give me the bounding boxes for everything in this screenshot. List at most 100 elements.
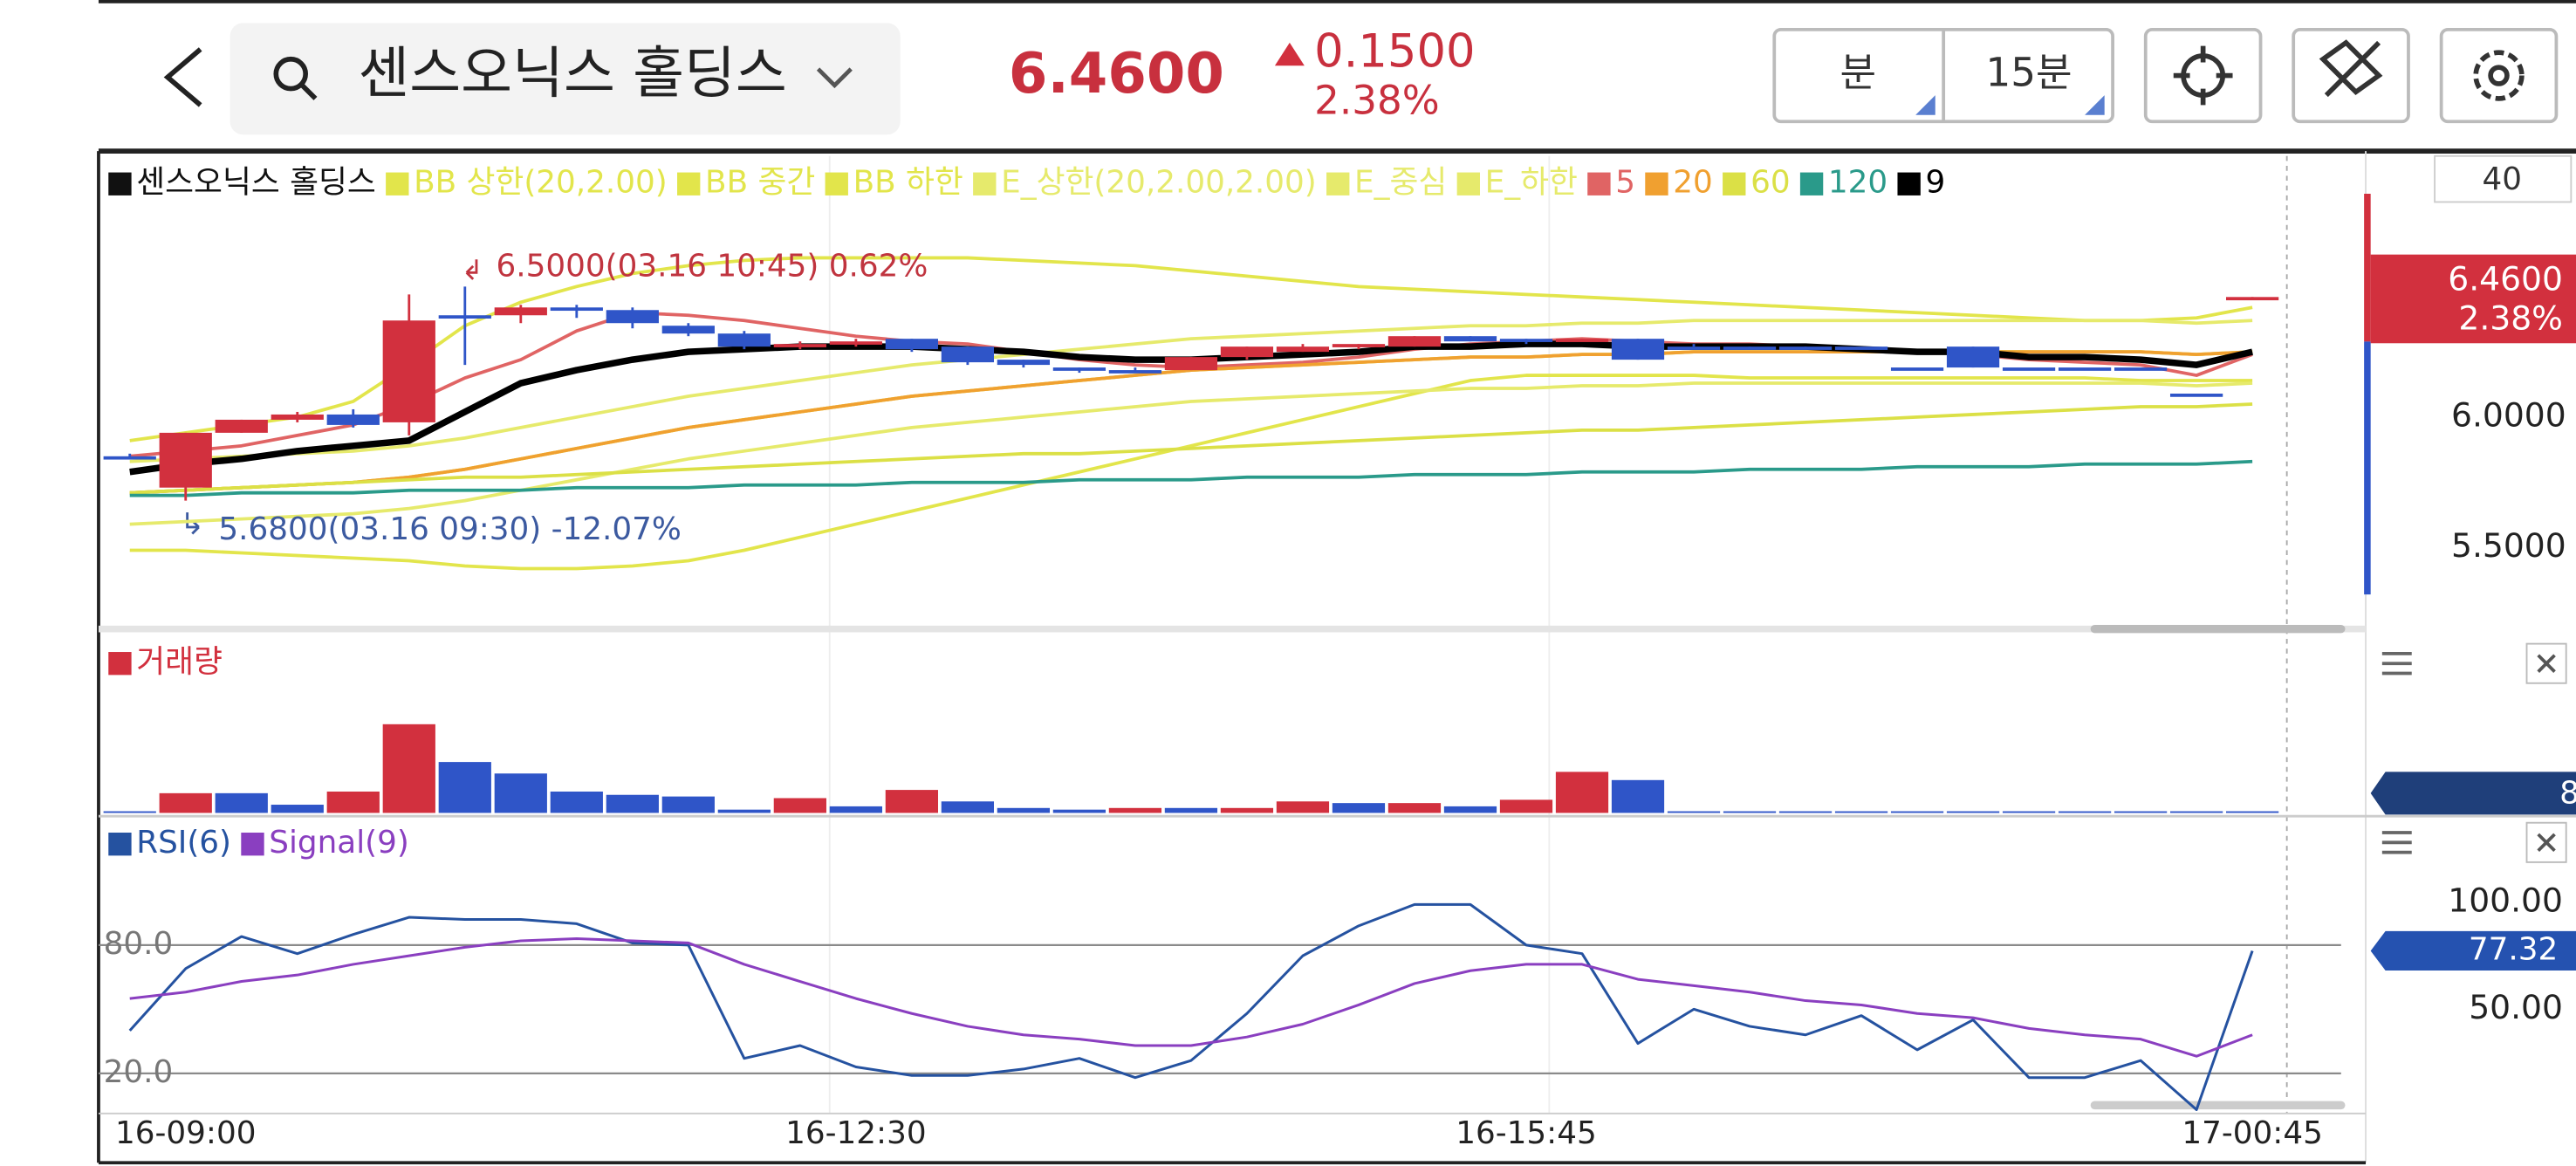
value-badge — [2370, 772, 2576, 815]
search-box[interactable] — [230, 23, 901, 135]
x-tick-label: 16-15:45 — [1456, 1115, 1596, 1151]
candle-body — [326, 414, 380, 425]
volume-bar — [2058, 811, 2112, 813]
volume-bar — [661, 796, 715, 813]
close-icon — [2537, 654, 2556, 673]
search-icon — [273, 56, 308, 92]
legend-label: Signal(9) — [269, 825, 409, 861]
legend-label: 센스오닉스 홀딩스 — [136, 165, 376, 201]
y-tick-label: 6.0000 — [2451, 395, 2566, 434]
candle-body — [271, 414, 324, 420]
menu-icon[interactable] — [2381, 831, 2412, 854]
crosshair-lines — [2173, 45, 2233, 106]
volume-bar — [885, 790, 938, 813]
candle-body — [1332, 344, 1386, 347]
volume-bar — [1890, 811, 1944, 813]
volume-bar — [2169, 811, 2223, 813]
price: 6.4600 — [1009, 42, 1224, 106]
annotation: 5.6800(03.16 09:30) -12.07% — [218, 511, 681, 547]
drawing-button[interactable] — [2292, 27, 2410, 124]
series-line — [129, 319, 2253, 463]
candle-body — [941, 346, 995, 363]
price-badge-value: 6.4600 — [2448, 259, 2563, 298]
series-line — [128, 902, 2254, 1111]
candle-body — [215, 419, 268, 433]
dropdown-icon[interactable] — [816, 67, 853, 89]
volume-bar — [773, 798, 826, 813]
corner-mark — [1915, 95, 1935, 115]
settings-button[interactable] — [2439, 27, 2559, 124]
candle-body — [1499, 339, 1553, 342]
low-arrow — [186, 512, 200, 535]
candle-body — [1778, 346, 1833, 350]
volume-bar — [1667, 811, 1721, 813]
series-line — [129, 381, 2253, 526]
volume-bar — [717, 809, 771, 813]
volume-bar — [1220, 807, 1274, 813]
y-tick-label: 20.0 — [104, 1054, 174, 1090]
crosshair-button[interactable] — [2143, 27, 2263, 124]
menu-icon[interactable] — [2381, 652, 2412, 676]
legend-swatch — [386, 172, 409, 195]
candle-body — [438, 315, 491, 319]
series-line — [129, 402, 2253, 495]
legend-swatch — [1799, 172, 1824, 195]
legend-swatch — [241, 833, 264, 856]
candle-body — [2225, 297, 2279, 301]
value-badge-label: 8 — [2559, 776, 2576, 812]
volume-bar — [494, 773, 547, 813]
volume-bar — [326, 791, 380, 813]
volume-bar — [1723, 811, 1777, 813]
candle-body — [1555, 339, 1609, 342]
volume-bar — [1611, 779, 1665, 813]
gear-center — [2488, 65, 2510, 86]
series-line — [129, 459, 2253, 497]
period-button[interactable]: 15분 — [1986, 50, 2072, 96]
candle-body — [1164, 357, 1218, 371]
legend-label: 거래량 — [136, 644, 223, 680]
candle-body — [2002, 367, 2056, 371]
candle-body — [1667, 346, 1721, 350]
volume-bar — [103, 811, 156, 813]
y-tick-label: 80.0 — [104, 926, 174, 962]
candle-body — [1890, 367, 1944, 371]
annotation: 6.5000(03.16 10:45) 0.62% — [497, 249, 928, 285]
candle-body — [1276, 346, 1330, 353]
corner-mark — [2085, 95, 2105, 115]
y2-tick-label: 100.00 — [2448, 881, 2563, 919]
scale-input[interactable] — [2434, 154, 2573, 203]
volume-bar — [1443, 806, 1497, 813]
stock-title: 센스오닉스 홀딩스 — [358, 42, 786, 106]
candle-body — [606, 310, 659, 324]
candle-body — [159, 432, 212, 488]
legend-swatch — [1645, 172, 1668, 195]
series-line — [129, 937, 2253, 1058]
close-icon — [2537, 833, 2556, 853]
volume-bar — [215, 792, 268, 813]
x-tick-label: 16-09:00 — [115, 1115, 256, 1151]
candle-body — [1834, 346, 1888, 350]
legend-label: 9 — [1925, 165, 1945, 201]
legend-label: 5 — [1615, 165, 1635, 201]
candle-body — [1387, 336, 1442, 347]
volume-bar — [2225, 811, 2279, 813]
legend-swatch — [108, 172, 132, 195]
scale-value: 40 — [2483, 161, 2523, 197]
back-button[interactable] — [163, 47, 202, 107]
x-tick-label: 17-00:45 — [2182, 1115, 2322, 1151]
legend-label: BB 상한(20,2.00) — [414, 165, 668, 201]
period-unit-button[interactable]: 분 — [1840, 50, 1877, 96]
legend-swatch — [1723, 172, 1746, 195]
candle-body — [2058, 367, 2112, 371]
legend-label: 120 — [1828, 165, 1887, 201]
legend-label: BB 하한 — [853, 165, 963, 201]
volume-bar — [1778, 811, 1833, 813]
legend-label: RSI(6) — [136, 825, 231, 861]
volume-bar — [550, 791, 603, 813]
drawing-icon — [2319, 39, 2383, 98]
volume-bar — [438, 762, 491, 813]
price-badge-pct: 2.38% — [2458, 298, 2563, 337]
legend-swatch — [108, 652, 132, 676]
volume-bar — [606, 794, 659, 813]
